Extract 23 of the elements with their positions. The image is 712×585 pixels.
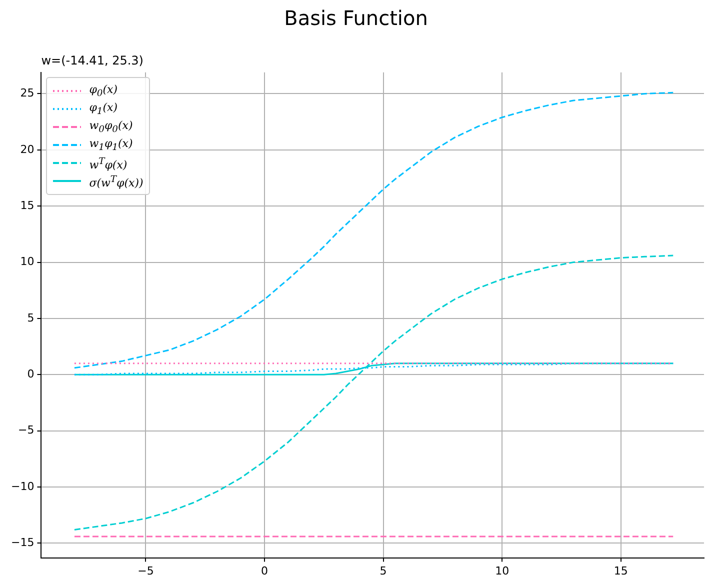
legend-label: φ$_{0}$(x) [89, 83, 118, 100]
y-tick-label: 25 [20, 86, 34, 100]
legend-label: φ$_{1}$(x) [89, 101, 118, 118]
y-tick-label: 0 [27, 368, 34, 381]
legend-label: w$_{0}$φ$_{0}$(x) [89, 119, 133, 136]
legend-label: w$_{1}$φ$_{1}$(x) [89, 137, 133, 154]
y-tick-label: 20 [20, 142, 34, 156]
legend-label: w$^{T}$φ(x) [89, 156, 128, 172]
x-tick-label: 15 [614, 564, 628, 578]
y-tick-label: −15 [10, 536, 34, 550]
chart-subtitle: w=(-14.41, 25.3) [41, 53, 144, 68]
line-series [74, 254, 674, 530]
legend-label: σ(w$^{T}$φ(x)) [89, 174, 144, 190]
y-tick-label: 15 [20, 198, 34, 212]
y-tick-label: −5 [18, 424, 34, 437]
y-tick-label: 5 [27, 311, 34, 324]
y-tick-label: 10 [20, 255, 34, 268]
x-tick-label: −5 [138, 564, 154, 578]
x-tick-label: 5 [380, 564, 387, 578]
y-tick-label: −10 [10, 480, 34, 493]
x-tick-label: 10 [495, 564, 510, 578]
chart-title: Basis Function [284, 6, 428, 30]
x-tick-label: 0 [261, 564, 268, 578]
